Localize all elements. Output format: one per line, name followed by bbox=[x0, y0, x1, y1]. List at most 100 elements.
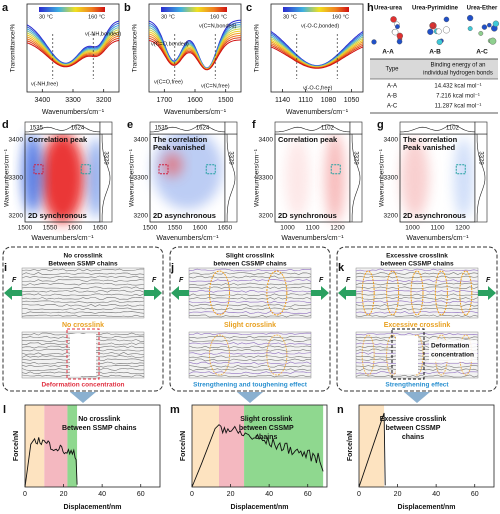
gap bbox=[70, 334, 96, 376]
atom bbox=[467, 14, 474, 22]
chain bbox=[355, 275, 479, 279]
chain bbox=[355, 286, 479, 290]
chain bbox=[188, 339, 312, 342]
axis-label: Displacement/nm bbox=[398, 504, 456, 511]
tick-label: 1550 bbox=[168, 225, 183, 232]
annotation: No crosslink bbox=[62, 322, 104, 329]
chain bbox=[188, 286, 312, 289]
panel-label: n bbox=[337, 404, 344, 416]
tick-label: 1550 bbox=[43, 225, 58, 232]
projection-curve bbox=[275, 124, 351, 133]
chain bbox=[188, 300, 312, 304]
table-header: Binding energy of an bbox=[430, 63, 485, 69]
crosslink-mark bbox=[266, 334, 288, 376]
molecule-name: Urea-Pyrimidine bbox=[412, 6, 459, 12]
axis-label: Wavenumbers/cm⁻¹ bbox=[254, 148, 261, 207]
chain bbox=[188, 332, 312, 336]
crosslink-mark bbox=[386, 270, 400, 316]
crosslink-mark bbox=[410, 270, 424, 316]
annotation: ν(C=O,bonded) bbox=[151, 41, 189, 47]
heat-blob bbox=[325, 133, 345, 223]
chain bbox=[355, 303, 479, 307]
caption: Deformation concentration bbox=[41, 382, 124, 389]
projection-curve bbox=[150, 124, 226, 133]
tick-label: 3400 bbox=[259, 137, 274, 144]
chain bbox=[188, 364, 312, 368]
annotation: ν(-O-C,free) bbox=[303, 85, 333, 91]
pointer bbox=[70, 392, 96, 403]
panel-label: h bbox=[367, 2, 374, 14]
plot-frame bbox=[191, 404, 328, 488]
peak-label: 1102 bbox=[321, 126, 335, 132]
tick-label: 1700 bbox=[157, 97, 173, 104]
chain bbox=[188, 361, 312, 365]
highlight-box bbox=[33, 164, 44, 175]
axis-label: Transmittance/% bbox=[254, 24, 261, 73]
force-label: F bbox=[12, 277, 17, 284]
heatmap bbox=[401, 138, 474, 218]
molecule-type: A-A bbox=[382, 49, 394, 56]
annotation: 2D synchronous bbox=[28, 211, 87, 220]
projection-curve bbox=[400, 124, 476, 133]
top-strip bbox=[274, 121, 351, 135]
force-arrow bbox=[338, 286, 356, 300]
force-arrow bbox=[311, 286, 329, 300]
chain bbox=[188, 293, 312, 297]
chain bbox=[355, 300, 479, 304]
axis-label: Wavenumbers/cm⁻¹ bbox=[156, 235, 219, 242]
panel-title: between CSSMP chains bbox=[213, 261, 287, 268]
peak-label: 1624 bbox=[196, 126, 210, 132]
tick-label: 1140 bbox=[275, 97, 290, 104]
region bbox=[192, 405, 219, 487]
panel-label: l bbox=[3, 404, 6, 416]
molecule-name: Urea-Ether bbox=[467, 6, 498, 12]
force-arrow bbox=[171, 286, 189, 300]
heat-blob bbox=[152, 129, 223, 210]
highlight-box bbox=[205, 164, 216, 175]
chain bbox=[21, 374, 145, 378]
chain bbox=[188, 345, 312, 349]
chain-image bbox=[188, 267, 312, 319]
atom bbox=[396, 32, 404, 40]
tick-label: 3400 bbox=[9, 137, 24, 144]
tick-label: 1000 bbox=[280, 225, 295, 232]
panel-box bbox=[169, 246, 331, 392]
spectrum-curve bbox=[148, 39, 242, 71]
chain bbox=[188, 371, 312, 375]
axis-label: Force/nN bbox=[13, 431, 20, 461]
tick-label: 1080 bbox=[321, 97, 337, 104]
tick-label: 1600 bbox=[193, 225, 208, 232]
heat-blob bbox=[401, 138, 429, 218]
panel-title: Slight crosslink bbox=[226, 253, 275, 260]
plot-frame bbox=[270, 3, 364, 93]
chain bbox=[355, 282, 479, 286]
force-arrow bbox=[478, 286, 496, 300]
panel-title: Between SSMP chains bbox=[48, 261, 118, 268]
table-header-bg bbox=[370, 59, 498, 79]
tick-label: 1500 bbox=[143, 225, 158, 232]
peak-label: 1102 bbox=[446, 126, 460, 132]
tick-label: 20 bbox=[227, 491, 235, 498]
peak-label: 3329 bbox=[102, 151, 108, 165]
axis-label: Wavenumbers/cm⁻¹ bbox=[286, 109, 349, 116]
annotation: Correlation peak bbox=[278, 135, 338, 144]
colorbar-label: 30 °C bbox=[39, 14, 53, 20]
chain bbox=[21, 268, 145, 272]
panel-label: b bbox=[124, 2, 131, 14]
spectrum-curve bbox=[148, 37, 242, 71]
corner bbox=[349, 121, 363, 135]
chain bbox=[355, 314, 479, 318]
force-arrow bbox=[144, 286, 162, 300]
colorbar-label: 160 °C bbox=[88, 14, 105, 20]
tick-label: 1200 bbox=[455, 225, 470, 232]
chain bbox=[355, 279, 479, 283]
colorbar bbox=[161, 7, 227, 12]
projection-curve bbox=[476, 133, 486, 223]
chain bbox=[22, 279, 145, 283]
tick-label: 3300 bbox=[134, 175, 149, 182]
chain bbox=[355, 374, 479, 378]
table-cell: A-A bbox=[387, 84, 397, 90]
molecule-type: A-B bbox=[429, 49, 441, 56]
atom bbox=[467, 26, 473, 32]
tick-label: 1500 bbox=[18, 225, 33, 232]
